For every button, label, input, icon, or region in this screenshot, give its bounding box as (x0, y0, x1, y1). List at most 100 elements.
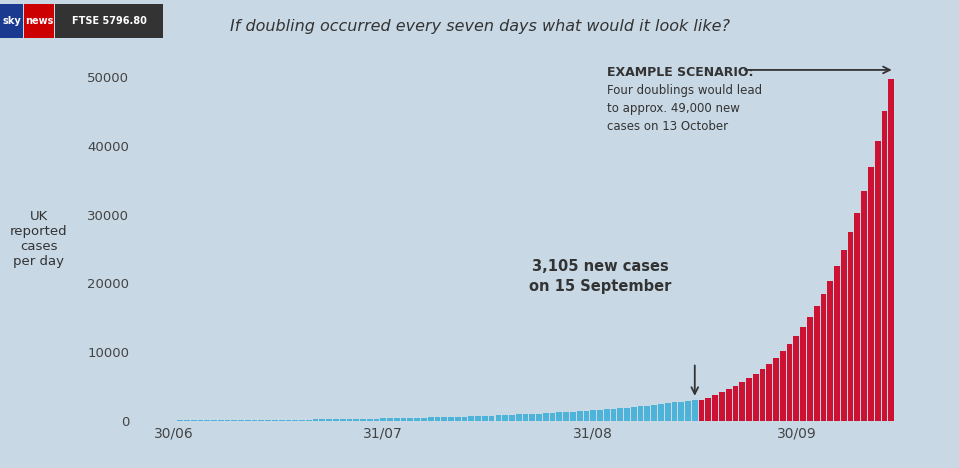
Bar (753, 374, 759, 421)
Bar (665, 403, 670, 421)
Bar (671, 402, 677, 421)
Bar (441, 417, 447, 421)
Bar (760, 369, 765, 421)
Bar (875, 140, 880, 421)
Bar (455, 417, 460, 421)
Bar (516, 415, 522, 421)
Bar (651, 405, 657, 421)
Bar (780, 351, 785, 421)
Bar (828, 281, 833, 421)
Bar (563, 412, 569, 421)
Bar (266, 420, 271, 421)
Bar (272, 420, 278, 421)
Bar (381, 418, 386, 421)
Bar (543, 413, 549, 421)
Bar (198, 420, 203, 421)
Bar (726, 389, 732, 421)
Text: sky: sky (2, 16, 21, 26)
Bar (204, 420, 210, 421)
Bar (807, 317, 813, 421)
Bar (591, 410, 596, 421)
Bar (821, 294, 827, 421)
Bar (618, 408, 623, 421)
Bar (224, 420, 230, 421)
Bar (408, 418, 413, 421)
Bar (401, 418, 407, 421)
Bar (259, 420, 265, 421)
Bar (292, 420, 298, 421)
Bar (448, 417, 454, 421)
Bar (496, 415, 502, 421)
Bar (597, 410, 603, 421)
Text: If doubling occurred every seven days what would it look like?: If doubling occurred every seven days wh… (229, 19, 730, 34)
Bar (299, 420, 305, 421)
Bar (550, 413, 555, 421)
Bar (678, 402, 684, 421)
Bar (888, 79, 894, 421)
Bar (611, 409, 617, 421)
Bar (333, 419, 339, 421)
Bar (434, 417, 440, 421)
Bar (191, 420, 197, 421)
Bar (854, 212, 860, 421)
Text: news: news (25, 16, 54, 26)
Bar (739, 382, 745, 421)
Bar (482, 416, 488, 421)
Bar (881, 111, 887, 421)
Bar (394, 418, 400, 421)
Bar (685, 401, 690, 421)
Text: FTSE 5796.80: FTSE 5796.80 (72, 16, 147, 26)
Bar (570, 412, 575, 421)
Text: Four doublings would lead
to approx. 49,000 new
cases on 13 October: Four doublings would lead to approx. 49,… (607, 84, 761, 133)
Bar (374, 418, 380, 421)
Bar (231, 420, 237, 421)
Bar (638, 406, 643, 421)
Bar (733, 386, 738, 421)
Bar (536, 414, 542, 421)
FancyBboxPatch shape (24, 4, 55, 38)
Bar (523, 414, 528, 421)
FancyBboxPatch shape (0, 4, 23, 38)
Bar (306, 419, 312, 421)
Bar (461, 417, 467, 421)
Bar (814, 306, 820, 421)
Bar (387, 418, 393, 421)
Bar (421, 417, 427, 421)
Bar (468, 417, 474, 421)
Bar (699, 400, 705, 421)
Bar (868, 167, 874, 421)
Bar (529, 414, 535, 421)
Bar (556, 412, 562, 421)
Bar (238, 420, 244, 421)
Bar (319, 419, 325, 421)
Bar (800, 327, 806, 421)
Bar (313, 419, 318, 421)
Bar (360, 419, 365, 421)
Bar (245, 420, 250, 421)
Bar (848, 232, 854, 421)
Bar (604, 409, 610, 421)
Bar (503, 415, 508, 421)
Bar (286, 420, 292, 421)
Bar (786, 344, 792, 421)
Bar (218, 420, 223, 421)
Bar (583, 411, 589, 421)
Bar (177, 420, 183, 421)
Bar (489, 416, 495, 421)
Bar (834, 266, 840, 421)
Bar (691, 400, 697, 421)
Bar (658, 404, 664, 421)
Bar (706, 398, 712, 421)
Bar (339, 419, 345, 421)
Bar (326, 419, 332, 421)
Bar (841, 250, 847, 421)
Bar (211, 420, 217, 421)
Text: 3,105 new cases
on 15 September: 3,105 new cases on 15 September (528, 259, 671, 294)
Bar (509, 415, 515, 421)
Bar (367, 419, 373, 421)
Bar (353, 419, 359, 421)
Bar (713, 395, 718, 421)
Bar (346, 419, 352, 421)
Bar (766, 364, 772, 421)
Bar (576, 411, 582, 421)
